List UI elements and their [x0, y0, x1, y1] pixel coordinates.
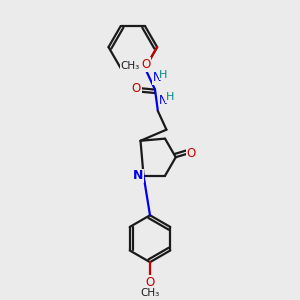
Text: O: O: [141, 58, 150, 71]
Text: O: O: [187, 147, 196, 160]
Text: CH₃: CH₃: [120, 61, 140, 71]
Text: N: N: [153, 71, 161, 84]
Text: CH₃: CH₃: [140, 288, 160, 298]
Text: O: O: [132, 82, 141, 95]
Text: H: H: [159, 70, 168, 80]
Text: H: H: [166, 92, 174, 103]
Text: O: O: [146, 276, 154, 289]
Text: N: N: [133, 169, 144, 182]
Text: N: N: [159, 94, 168, 107]
